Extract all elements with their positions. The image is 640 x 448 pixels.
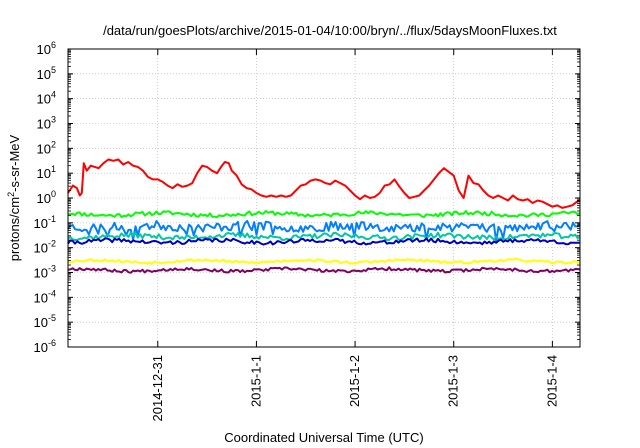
y-tick-label: 106 — [37, 40, 56, 57]
chart-title: /data/run/goesPlots/archive/2015-01-04/1… — [103, 23, 557, 38]
x-tick-label: 2015-1-2 — [347, 355, 362, 407]
y-tick-exponent: -2 — [48, 239, 56, 249]
x-tick-label: 2014-12-31 — [150, 355, 165, 422]
series-lines — [67, 158, 581, 274]
y-tick-mantissa: 10 — [34, 266, 48, 281]
y-tick-exponent: 4 — [51, 90, 56, 100]
y-tick-label: 10-6 — [34, 338, 56, 355]
y-tick-label: 10-2 — [34, 239, 56, 256]
x-tick-label: 2015-1-4 — [544, 355, 559, 407]
y-tick-exponent: -3 — [48, 264, 56, 274]
y-tick-label: 10-5 — [34, 313, 56, 330]
y-tick-mantissa: 10 — [37, 92, 51, 107]
y-tick-label: 101 — [37, 164, 56, 181]
y-tick-exponent: -6 — [48, 338, 56, 348]
y-tick-mantissa: 10 — [37, 42, 51, 57]
y-tick-mantissa: 10 — [37, 141, 51, 156]
y-tick-exponent: 1 — [51, 164, 56, 174]
y-tick-label: 10-4 — [34, 288, 56, 305]
y-tick-exponent: 3 — [51, 115, 56, 125]
series-line — [67, 158, 581, 209]
y-tick-mantissa: 10 — [34, 315, 48, 330]
y-axis-ticks: 10-610-510-410-310-210-11001011021031041… — [34, 40, 580, 355]
y-axis-title-pre: protons/cm — [7, 197, 22, 261]
y-tick-exponent: 6 — [51, 40, 56, 50]
series-line — [67, 219, 581, 243]
y-tick-label: 10-3 — [34, 264, 56, 281]
y-tick-mantissa: 10 — [34, 340, 48, 355]
y-tick-exponent: 0 — [51, 189, 56, 199]
y-axis-title: protons/cm2-s-sr-MeV — [6, 134, 22, 261]
y-tick-exponent: -4 — [48, 288, 56, 298]
y-tick-exponent: 2 — [51, 139, 56, 149]
y-tick-mantissa: 10 — [34, 216, 48, 231]
y-tick-mantissa: 10 — [37, 191, 51, 206]
y-tick-label: 104 — [37, 90, 56, 107]
y-tick-mantissa: 10 — [37, 117, 51, 132]
y-tick-exponent: 5 — [51, 65, 56, 75]
series-line — [67, 257, 581, 265]
y-tick-exponent: -5 — [48, 313, 56, 323]
x-tick-label: 2015-1-1 — [248, 355, 263, 407]
y-tick-label: 102 — [37, 139, 56, 156]
x-tick-label: 2015-1-3 — [446, 355, 461, 407]
grid-lines — [68, 49, 580, 347]
y-tick-mantissa: 10 — [34, 290, 48, 305]
series-line — [68, 210, 581, 219]
x-axis-ticks: 2014-12-31 2015-1-1 2015-1-2 2015-1-3 2015-1… — [150, 49, 559, 422]
y-tick-label: 105 — [37, 65, 56, 82]
series-line — [67, 266, 581, 274]
y-axis-title-post: -s-sr-MeV — [7, 134, 22, 191]
series-line — [67, 231, 581, 242]
y-tick-label: 103 — [37, 115, 56, 132]
y-tick-label: 100 — [37, 189, 56, 206]
y-tick-mantissa: 10 — [34, 241, 48, 256]
y-tick-mantissa: 10 — [37, 67, 51, 82]
y-tick-mantissa: 10 — [37, 166, 51, 181]
x-axis-title: Coordinated Universal Time (UTC) — [224, 430, 423, 445]
y-tick-label: 10-1 — [34, 214, 56, 231]
series-line — [67, 237, 580, 246]
y-axis-title-sup: 2 — [6, 192, 16, 197]
y-tick-exponent: -1 — [48, 214, 56, 224]
